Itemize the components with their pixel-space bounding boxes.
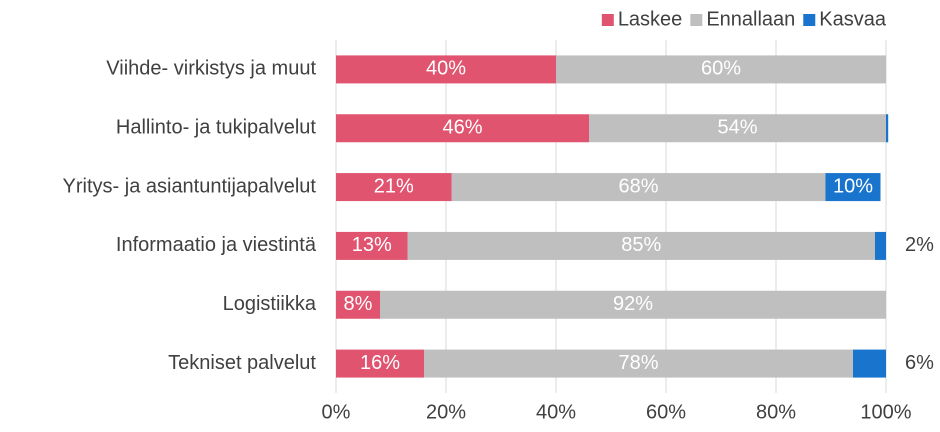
data-label: 10% <box>833 175 873 197</box>
data-label: 60% <box>701 58 741 80</box>
bar-segment <box>886 114 889 143</box>
bar-segment <box>407 231 875 260</box>
data-label: 6% <box>905 352 934 374</box>
category-label: Informaatio ja viestintä <box>116 234 317 256</box>
bar-segment <box>589 114 886 143</box>
x-tick-label: 0% <box>322 401 351 423</box>
category-label: Tekniset palvelut <box>168 352 316 374</box>
data-label: 8% <box>344 293 373 315</box>
legend-label: Laskee <box>618 8 683 30</box>
x-tick-label: 80% <box>756 401 796 423</box>
bar-segment <box>336 173 452 202</box>
bar-segment <box>825 173 881 202</box>
data-label: 85% <box>621 234 661 256</box>
legend-swatch <box>690 14 703 26</box>
x-tick-label: 60% <box>646 401 686 423</box>
category-label: Logistiikka <box>223 293 317 315</box>
data-label: 78% <box>618 352 658 374</box>
data-label: 92% <box>613 293 653 315</box>
bar-segment <box>336 114 589 143</box>
bar-segment <box>336 349 424 378</box>
bar-segment <box>336 55 556 84</box>
bar-segment <box>336 231 408 260</box>
legend-swatch <box>601 14 614 26</box>
data-label: 16% <box>360 352 400 374</box>
data-label: 2% <box>905 234 934 256</box>
bar-segment <box>853 349 886 378</box>
category-label: Hallinto- ja tukipalvelut <box>116 117 317 139</box>
legend-label: Ennallaan <box>706 8 795 30</box>
bar-segment <box>424 349 853 378</box>
bar-segment <box>556 55 886 84</box>
data-label: 68% <box>618 175 658 197</box>
bar-segment <box>336 290 380 319</box>
category-label: Yritys- ja asiantuntijapalvelut <box>63 175 317 197</box>
bar-segment <box>875 231 886 260</box>
x-tick-label: 20% <box>426 401 466 423</box>
bar-segment <box>380 290 886 319</box>
data-label: 40% <box>426 58 466 80</box>
data-label: 54% <box>717 117 757 139</box>
data-label: 21% <box>374 175 414 197</box>
legend-swatch <box>803 14 816 26</box>
legend-label: Kasvaa <box>819 8 887 30</box>
category-label: Viihde- virkistys ja muut <box>106 58 316 80</box>
x-tick-label: 40% <box>536 401 576 423</box>
x-tick-label: 100% <box>860 401 911 423</box>
data-label: 46% <box>442 117 482 139</box>
bar-segment <box>451 173 826 202</box>
data-label: 13% <box>352 234 392 256</box>
